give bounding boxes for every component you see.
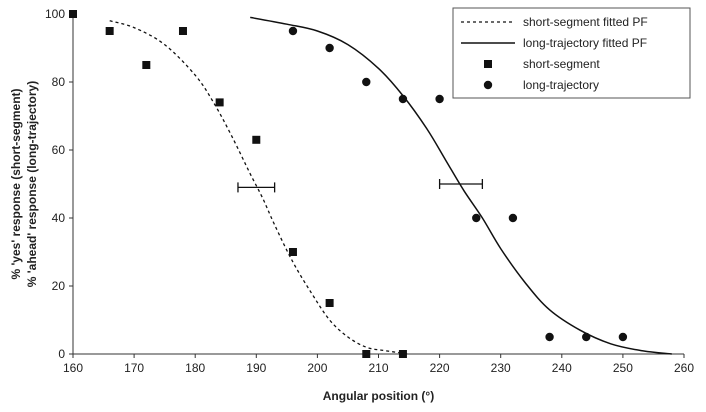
short-segment-point (252, 135, 261, 144)
short-segment-point (178, 27, 187, 35)
x-tick-label: 240 (552, 361, 572, 375)
short-segment-point (288, 248, 297, 256)
legend-label: long-trajectory (523, 78, 599, 92)
short-segment-point (142, 61, 151, 69)
legend: short-segment fitted PF long-trajectory f… (452, 7, 691, 99)
long-trajectory-point (618, 332, 628, 342)
y-tick-label: 60 (52, 143, 66, 157)
y-axis-title-line1: % 'yes' response (short-segment) (9, 88, 23, 279)
x-tick-label: 210 (368, 361, 388, 375)
short-segment-point (362, 350, 371, 358)
x-tick-label: 230 (491, 361, 511, 375)
error-bars (237, 179, 484, 193)
legend-circle-marker-icon (483, 80, 493, 90)
y-tick-label: 100 (45, 7, 65, 21)
long-trajectory-point (508, 213, 518, 223)
short-segment-point (215, 98, 224, 107)
long-trajectory-point (398, 94, 408, 104)
y-tick-label: 20 (52, 279, 66, 293)
long-trajectory-point (545, 332, 554, 342)
x-tick-label: 220 (430, 361, 450, 375)
long-trajectory-point (288, 26, 298, 36)
y-axis-title-line2: % 'ahead' response (long-trajectory) (25, 81, 39, 287)
legend-square-marker-icon (484, 60, 492, 68)
x-tick-label: 180 (185, 361, 205, 375)
x-axis-title: Angular position (°) (323, 389, 434, 403)
short-segment-point (398, 350, 407, 358)
short-segment-point (105, 27, 114, 35)
long-trajectory-point (435, 94, 444, 104)
axis-ticks: 160 170 180 190 200 210 220 230 240 250 260 0 20 40 60… (45, 7, 694, 375)
legend-label: short-segment fitted PF (523, 15, 648, 29)
data-points (69, 10, 628, 358)
x-tick-label: 200 (307, 361, 327, 375)
x-tick-label: 160 (63, 361, 83, 375)
x-tick-label: 250 (613, 361, 633, 375)
x-tick-label: 170 (124, 361, 144, 375)
short-segment-point (325, 299, 334, 307)
legend-box (452, 7, 691, 99)
y-tick-label: 0 (58, 347, 65, 361)
legend-label: short-segment (523, 57, 600, 71)
y-tick-label: 40 (52, 211, 66, 225)
long-trajectory-point (325, 43, 334, 53)
x-tick-label: 190 (246, 361, 266, 375)
long-trajectory-point (362, 77, 371, 87)
short-segment-point (69, 10, 77, 18)
x-tick-label: 260 (674, 361, 694, 375)
y-tick-label: 80 (52, 75, 66, 89)
long-trajectory-point (582, 332, 591, 342)
legend-label: long-trajectory fitted PF (523, 36, 647, 50)
long-trajectory-point (472, 213, 481, 223)
